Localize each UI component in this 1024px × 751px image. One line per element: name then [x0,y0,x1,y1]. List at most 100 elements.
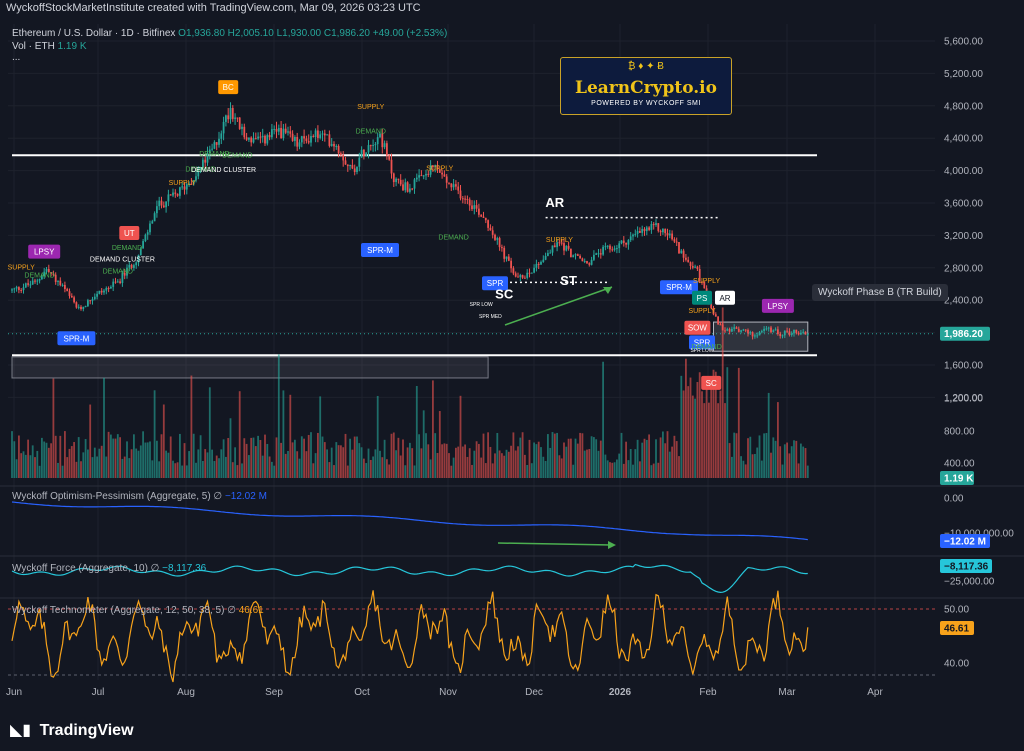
candle-body [701,281,703,283]
candle-body [484,217,487,221]
candle-body [754,335,756,337]
volume-bar [202,460,204,478]
axis-price-tag [940,534,990,548]
candle-body [133,265,135,268]
volume-bar [172,460,174,478]
volume-bar [300,436,303,478]
candle-body [505,256,508,259]
volume-bar [747,438,749,478]
candle-body [553,245,556,248]
volume-bar [162,404,165,478]
candle-body [698,268,701,282]
candle-body [724,330,726,332]
volume-bar [133,434,135,478]
volume-bar [622,463,625,478]
signal-box [692,290,712,305]
candlesticks[interactable] [11,102,809,340]
volume-bar [413,465,416,478]
volume-bar [153,390,156,478]
candle-body [480,214,483,217]
volume-bar [604,454,607,478]
volume-bar [36,450,39,478]
candle-body [234,117,236,119]
volume-bar [714,371,717,478]
volume-bar [765,433,768,478]
candle-body [668,233,671,236]
volume-bar [248,455,250,478]
volume-bar [130,449,133,478]
volume-bar [783,444,786,478]
volume-bar [181,465,184,478]
tradingview-logo[interactable]: ◣▮ TradingView [10,720,134,739]
signal-label: SPR [694,338,711,347]
candle-body [13,288,16,290]
force-pane-label[interactable]: Wyckoff Force (Aggregate, 10) ∅ −8,117.3… [12,563,207,574]
volume-legend[interactable]: Vol · ETH 1.19 K [12,41,87,52]
candle-body [112,281,115,287]
candle-body [471,205,473,210]
candle-body [682,250,685,258]
candle-body [319,134,322,138]
candle-body [31,280,34,285]
volume-bar [333,465,335,478]
volume-bar [772,437,775,478]
volume-bar [498,450,501,478]
volume-bar [788,453,791,478]
optimism-pane-label[interactable]: Wyckoff Optimism-Pessimism (Aggregate, 5… [12,491,267,502]
time-axis[interactable]: Jun Jul Aug Sep Oct Nov Dec 2026 Feb Mar Apr [6,687,884,698]
symbol-legend[interactable]: Ethereum / U.S. Dollar · 1D · Bitfinex O… [12,28,447,39]
candle-body [47,268,50,273]
legend-more[interactable]: ... [12,52,21,63]
technometer-pane-label[interactable]: Wyckoff Technometer (Aggregate, 12, 50, … [12,605,264,616]
axis-price-tag [940,559,992,573]
volume-bar [724,403,726,478]
volume-bar [335,442,338,478]
candle-body [61,285,64,287]
candle-body [402,184,404,191]
volume-bar [225,456,227,478]
volume-bar [50,443,52,478]
candle-body [312,136,315,138]
candle-body [314,130,317,137]
supply-demand-label: DEMAND [112,245,142,252]
candle-body [87,300,89,307]
candle-body [781,335,784,337]
supply-demand-label: DEMAND [356,128,386,135]
candle-body [392,173,395,183]
volume-bar [312,463,315,478]
candle-body [59,280,62,286]
trend-arrows [497,286,616,549]
indicator-panes [0,485,1024,683]
candle-body [655,223,657,225]
signal-label: SPR-M [64,334,90,343]
signal-box [689,335,715,350]
price-axis[interactable]: 5,600.00 5,200.00 4,800.00 4,400.00 4,000.00… [940,37,1014,670]
volume-bar [758,435,761,478]
candle-body [121,272,124,283]
volume-bar [15,459,18,478]
volume-bar [119,437,121,478]
candle-body [625,242,627,245]
supply-demand-label: SUPPLY [426,166,453,173]
volume-bar [473,450,476,478]
candle-body [473,205,476,210]
candle-body [268,135,271,138]
time-tick-label: Aug [177,687,195,698]
volume-bar [24,454,27,478]
volume-bar [558,455,561,478]
candle-body [135,262,138,266]
volume-tick-label: 800.00 [944,427,975,438]
volume-bar [185,465,188,478]
volume-bar [222,439,225,478]
candle-body [616,248,618,250]
volume-bar [38,465,41,478]
volume-bar [804,448,807,478]
volume-bar [61,465,64,478]
volume-bar [64,431,66,478]
volume-bar [328,462,331,478]
volume-bar [266,443,269,478]
candle-body [280,127,282,139]
volume-bar [526,464,529,478]
candle-body [139,248,142,256]
